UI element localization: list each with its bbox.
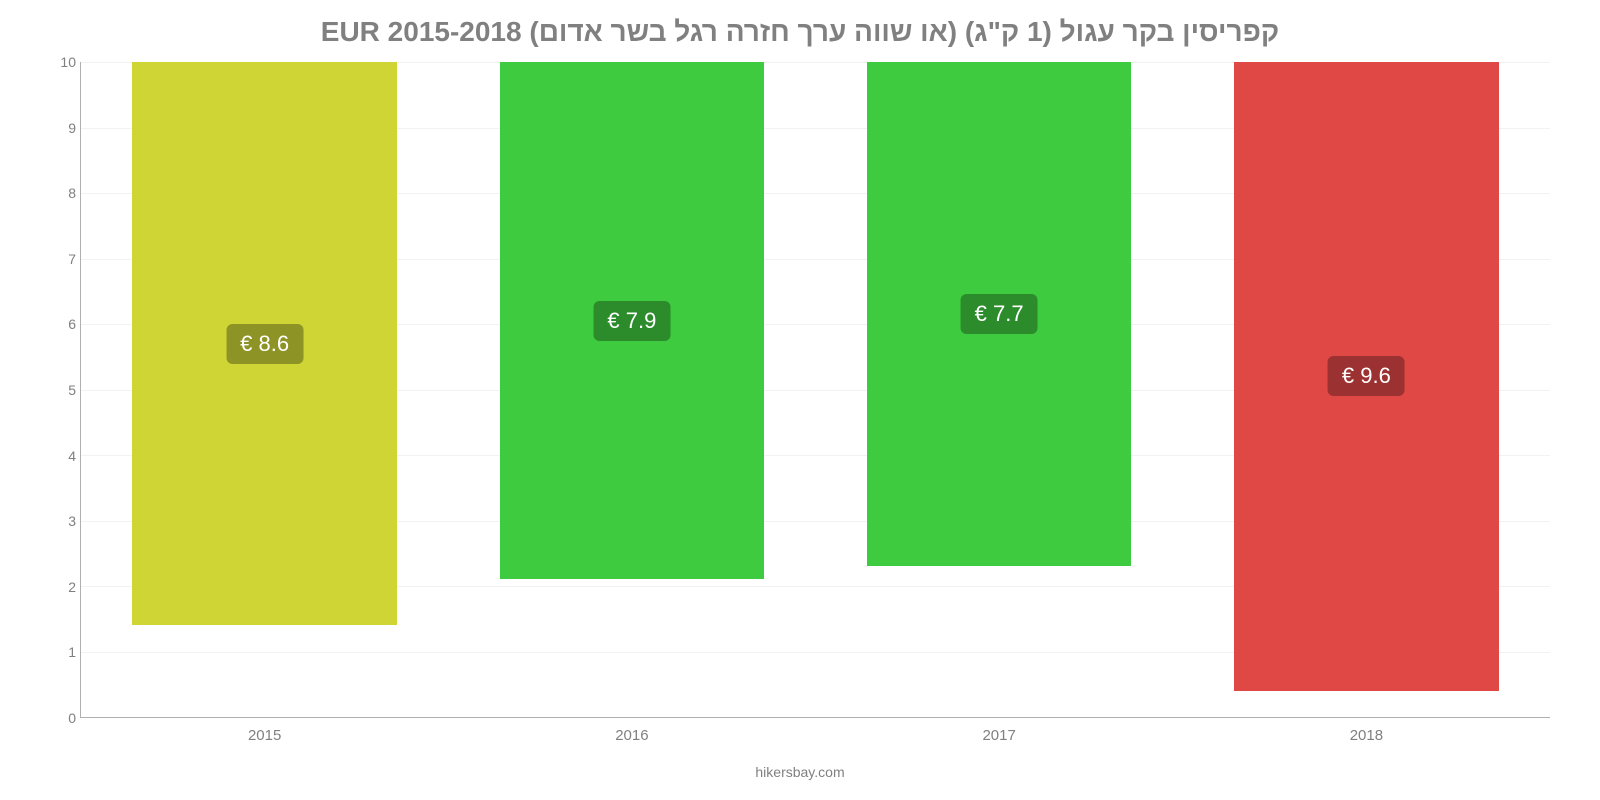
x-tick-label: 2017 [982, 727, 1015, 744]
bar: € 8.6 [132, 62, 396, 625]
value-badge: € 9.6 [1328, 356, 1405, 396]
chart-title: קפריסין בקר עגול (1 ק"ג) (או שווה ערך חז… [40, 16, 1560, 48]
y-tick-label: 5 [40, 382, 76, 398]
x-tick-label: 2015 [248, 727, 281, 744]
bar: € 9.6 [1234, 62, 1498, 691]
bar-slot: € 7.72017 [816, 62, 1183, 717]
value-badge: € 8.6 [226, 324, 303, 364]
bar: € 7.7 [867, 62, 1131, 566]
y-tick-label: 4 [40, 448, 76, 464]
bar-slot: € 8.62015 [81, 62, 448, 717]
y-tick-label: 10 [40, 54, 76, 70]
value-badge: € 7.9 [593, 301, 670, 341]
chart-area: 012345678910 € 8.62015€ 7.92016€ 7.72017… [40, 62, 1560, 768]
y-tick-label: 1 [40, 644, 76, 660]
y-tick-label: 6 [40, 316, 76, 332]
bar: € 7.9 [500, 62, 764, 579]
y-tick-label: 2 [40, 579, 76, 595]
y-tick-label: 0 [40, 710, 76, 726]
y-tick-label: 3 [40, 513, 76, 529]
bars-container: € 8.62015€ 7.92016€ 7.72017€ 9.62018 [81, 62, 1550, 717]
x-tick-label: 2018 [1350, 727, 1383, 744]
bar-slot: € 7.92016 [448, 62, 815, 717]
plot-area: € 8.62015€ 7.92016€ 7.72017€ 9.62018 [80, 62, 1550, 718]
value-badge: € 7.7 [961, 294, 1038, 334]
x-tick-label: 2016 [615, 727, 648, 744]
y-tick-label: 9 [40, 120, 76, 136]
y-tick-label: 8 [40, 185, 76, 201]
bar-slot: € 9.62018 [1183, 62, 1550, 717]
y-tick-label: 7 [40, 251, 76, 267]
